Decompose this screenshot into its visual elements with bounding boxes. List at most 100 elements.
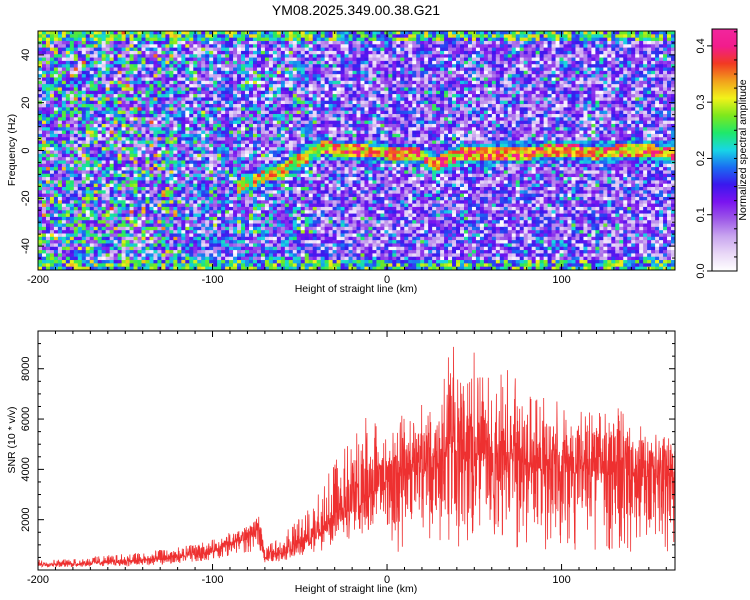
heatmap-cell: [93, 123, 99, 128]
heatmap-cell: [209, 150, 214, 155]
heatmap-cell: [304, 220, 310, 224]
heatmap-cell: [81, 200, 87, 205]
heatmap-cell: [209, 77, 214, 82]
heatmap-cell: [300, 250, 306, 254]
heatmap-cell: [256, 123, 262, 128]
heatmap-cell: [117, 200, 123, 205]
heatmap-cell: [133, 263, 138, 268]
heatmap-cell: [213, 97, 218, 102]
heatmap-cell: [249, 223, 254, 228]
heatmap-cell: [105, 187, 111, 191]
heatmap-cell: [197, 37, 202, 42]
heatmap-cell: [109, 143, 115, 148]
heatmap-cell: [284, 130, 290, 135]
heatmap-cell: [221, 80, 226, 85]
heatmap-cell: [89, 80, 95, 85]
heatmap-cell: [237, 266, 242, 270]
heatmap-cell: [193, 64, 198, 68]
heatmap-cell: [264, 187, 270, 191]
heatmap-cell: [272, 107, 278, 112]
heatmap-cell: [149, 64, 154, 68]
heatmap-cell: [177, 177, 182, 181]
heatmap-cell: [173, 40, 178, 45]
heatmap-cell: [41, 104, 47, 108]
heatmap-cell: [288, 97, 294, 102]
heatmap-cell: [109, 230, 115, 234]
heatmap-cell: [129, 250, 134, 254]
heatmap-cell: [129, 84, 134, 88]
heatmap-cell: [304, 133, 310, 138]
heatmap-cell: [149, 167, 154, 171]
heatmap-cell: [284, 236, 290, 241]
heatmap-cell: [245, 77, 250, 82]
heatmap-cell: [233, 133, 238, 138]
heatmap-cell: [133, 246, 138, 251]
heatmap-cell: [109, 150, 115, 155]
heatmap-cell: [97, 190, 103, 195]
heatmap-cell: [304, 266, 310, 270]
heatmap-cell: [185, 80, 190, 85]
heatmap-cell: [157, 223, 162, 228]
heatmap-cell: [93, 143, 99, 148]
heatmap-cell: [292, 44, 298, 48]
heatmap-cell: [38, 97, 43, 102]
heatmap-cell: [153, 183, 158, 188]
heatmap-cell: [85, 113, 91, 118]
heatmap-cell: [117, 173, 123, 178]
heatmap-cell: [65, 170, 71, 175]
heatmap-cell: [77, 233, 83, 238]
heatmap-cell: [245, 133, 250, 138]
heatmap-cell: [181, 173, 186, 178]
heatmap-cell: [229, 260, 234, 264]
heatmap-cell: [252, 77, 258, 82]
heatmap-cell: [149, 94, 154, 98]
heatmap-cell: [169, 60, 174, 65]
heatmap-cell: [276, 80, 282, 85]
heatmap-cell: [121, 133, 126, 138]
heatmap-cell: [308, 54, 314, 58]
heatmap-cell: [221, 130, 226, 135]
heatmap-cell: [284, 243, 290, 248]
heatmap-cell: [161, 260, 166, 264]
heatmap-cell: [85, 170, 91, 175]
heatmap-cell: [137, 104, 142, 108]
heatmap-cell: [252, 193, 258, 198]
heatmap-cell: [113, 216, 119, 221]
heatmap-cell: [53, 160, 59, 165]
heatmap-cell: [237, 87, 242, 92]
heatmap-cell: [129, 167, 134, 171]
heatmap-cell: [65, 173, 71, 178]
heatmap-cell: [85, 200, 91, 205]
heatmap-cell: [53, 80, 59, 85]
heatmap-cell: [113, 173, 119, 178]
heatmap-cell: [308, 143, 314, 148]
heatmap-cell: [272, 236, 278, 241]
heatmap-cell: [49, 206, 55, 211]
heatmap-cell: [205, 137, 210, 141]
heatmap-cell: [89, 94, 95, 98]
heatmap-cell: [213, 143, 218, 148]
heatmap-cell: [205, 40, 210, 45]
heatmap-cell: [101, 77, 107, 82]
heatmap-cell: [89, 256, 95, 261]
heatmap-cell: [97, 130, 103, 135]
heatmap-cell: [245, 67, 250, 72]
heatmap-cell: [256, 170, 262, 175]
heatmap-cell: [300, 77, 306, 82]
heatmap-cell: [129, 230, 134, 234]
heatmap-cell: [125, 187, 130, 191]
heatmap-cell: [312, 40, 318, 45]
heatmap-cell: [308, 246, 314, 251]
heatmap-cell: [65, 193, 71, 198]
heatmap-cell: [292, 243, 298, 248]
heatmap-cell: [217, 137, 222, 141]
heatmap-cell: [201, 54, 206, 58]
heatmap-cell: [229, 60, 234, 65]
heatmap-cell: [280, 223, 286, 228]
heatmap-cell: [264, 113, 270, 118]
heatmap-cell: [117, 31, 123, 35]
heatmap-cell: [153, 127, 158, 131]
heatmap-cell: [73, 110, 79, 115]
heatmap-cell: [304, 193, 310, 198]
heatmap-cell: [205, 107, 210, 112]
